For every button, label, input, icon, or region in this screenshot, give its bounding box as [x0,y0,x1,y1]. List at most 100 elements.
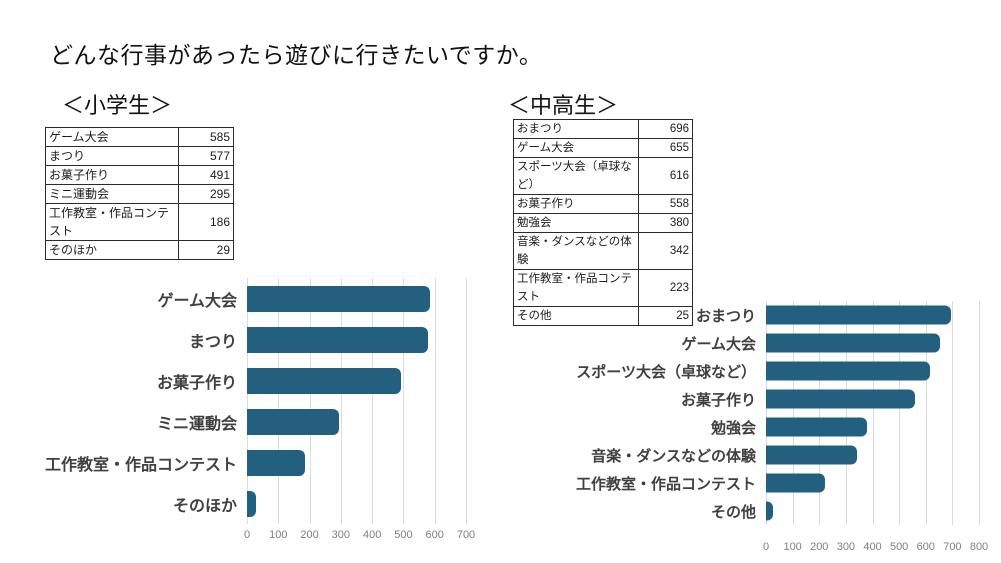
chart-row: ミニ運動会 [45,401,467,442]
category-label: まつり [188,333,237,351]
bar [766,501,773,521]
gridline [952,301,954,329]
gridline [403,401,405,442]
table-row: スポーツ大会（卓球など） 616 [513,157,693,195]
chart-row: 工作教室・作品コンテスト [45,442,467,483]
table-row: そのほか 29 [45,240,234,260]
gridline [434,319,436,360]
gridline [979,413,980,441]
x-axis-tick-label: 500 [889,541,909,553]
bar-chart-middle-high-students: おまつり ゲーム大会 スポーツ大会（卓球など） お菓子作り 勉強会 音楽・ダンスなどの体験… [560,301,988,555]
bar-track [766,469,980,497]
table-cell-label: その他 [513,306,639,326]
gridline [899,497,901,525]
category-label: おまつり [695,307,756,325]
table-cell-value: 491 [178,165,234,185]
bar [247,490,257,517]
bar [766,333,941,353]
gridline [434,483,436,524]
table-cell-label: ミニ運動会 [45,184,179,204]
bar [766,305,952,325]
bar-chart-elementary-students: ゲーム大会まつりお菓子作りミニ運動会工作教室・作品コンテストそのほか 0 100 20… [45,278,475,550]
gridline [952,497,954,525]
category-label: ミニ運動会 [156,415,237,433]
chart-row: ゲーム大会 [45,278,467,319]
bar-track [247,360,467,401]
gridline [309,483,311,524]
gridline [372,401,374,442]
gridline [403,360,405,401]
table-cell-label: お菓子作り [513,194,639,214]
table-row: おまつり 696 [513,119,693,139]
table-cell-label: 勉強会 [513,213,639,233]
chart-row: 工作教室・作品コンテスト [560,469,980,497]
bar [247,408,340,435]
x-axis-tick-label: 0 [243,529,251,541]
category-label: 音楽・ダンスなどの体験 [591,447,756,465]
chart-row: そのほか [45,483,467,524]
category-label: 勉強会 [710,419,756,437]
gridline [952,469,954,497]
table-row: お菓子作り 491 [45,165,234,185]
x-axis-tick-label: 100 [269,529,288,541]
table-row: ミニ運動会 295 [45,184,234,204]
table-row: 勉強会 380 [513,213,693,233]
x-axis-tick-label: 0 [762,541,770,553]
table-cell-value: 558 [638,194,693,214]
gridline [340,442,342,483]
gridline [466,360,467,401]
x-axis-tick-label: 200 [300,529,319,541]
bar-track [766,413,980,441]
gridline [872,441,874,469]
table-cell-label: ゲーム大会 [513,138,639,158]
gridline [434,360,436,401]
table-cell-value: 342 [638,232,693,270]
bar [247,449,306,476]
gridline [434,401,436,442]
gridline [466,483,467,524]
category-label: 工作教室・作品コンテスト [45,456,238,474]
category-label: 工作教室・作品コンテスト [575,475,756,493]
table-cell-value: 295 [178,184,234,204]
table-row: ゲーム大会 655 [513,138,693,158]
table-cell-label: そのほか [45,240,179,260]
bar-track [766,301,980,329]
bar [766,473,826,493]
table-cell-label: おまつり [513,119,639,139]
table-cell-label: スポーツ大会（卓球など） [513,157,639,195]
gridline [979,497,980,525]
x-axis-tick-label: 600 [425,529,444,541]
chart-row: まつり [45,319,467,360]
table-cell-label: 工作教室・作品コンテスト [513,269,639,307]
x-axis-tick-label: 800 [969,541,989,553]
table-cell-value: 655 [638,138,693,158]
gridline [434,278,436,319]
gridline [979,357,980,385]
table-body: おまつり 696 ゲーム大会 655 スポーツ大会（卓球など） 616 お菓子作り 558 勉強… [513,119,693,326]
category-label: スポーツ大会（卓球など） [576,363,756,381]
gridline [403,442,405,483]
gridline [845,469,847,497]
table-cell-label: ゲーム大会 [45,127,179,147]
gridline [372,483,374,524]
heading-middle-high-students: ＜中高生＞ [508,93,619,118]
bar [766,445,858,465]
table-cell-label: 音楽・ダンスなどの体験 [513,232,639,270]
table-cell-label: 工作教室・作品コンテスト [45,203,179,241]
gridline [925,413,927,441]
category-label: お菓子作り [156,374,237,392]
table-row: 工作教室・作品コンテスト 223 [513,269,693,307]
axis-track: 0 100 200 300 400 500 600 700 800 [762,541,988,555]
table-cell-value: 29 [178,240,234,260]
gridline [979,441,980,469]
table-cell-value: 380 [638,213,693,233]
bar [766,389,915,409]
gridline [952,385,954,413]
gridline [899,441,901,469]
gridline [925,385,927,413]
axis-track: 0 100 200 300 400 500 600 700 [243,529,475,550]
gridline [403,483,405,524]
gridline [372,442,374,483]
gridline [466,278,467,319]
